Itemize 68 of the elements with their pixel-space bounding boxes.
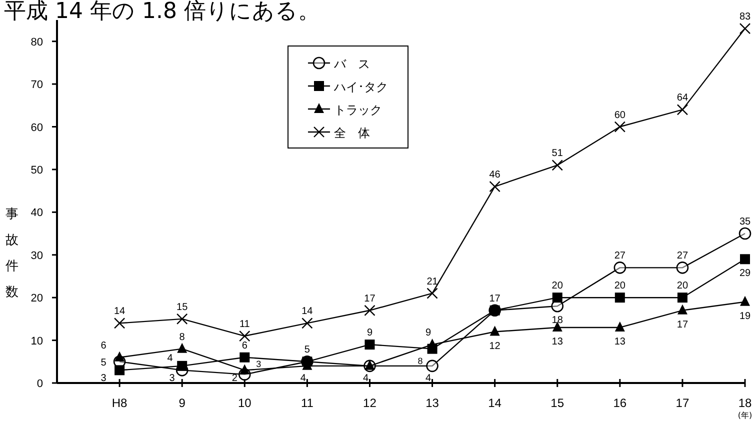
data-label: 14 [302,306,314,318]
y-tick-label: 50 [30,164,43,176]
data-label: 6 [100,340,107,352]
data-label: 20 [614,280,626,292]
data-label: 64 [676,92,688,104]
x-tick-label: 9 [178,396,186,410]
y-tick-label: 80 [30,36,43,48]
y-tick-label: 70 [30,79,43,92]
data-label: 3 [100,373,107,384]
data-label: 15 [176,302,188,313]
legend-label: 全 体 [334,126,370,140]
data-label: 3 [256,359,262,370]
data-label: 51 [552,148,564,160]
data-label: 13 [552,336,564,348]
x-tick-label: 14 [488,396,502,410]
data-label: 19 [739,310,751,322]
data-label: 2 [232,373,238,384]
y-tick-label: 0 [36,378,43,390]
data-label: 20 [676,280,688,292]
data-label: 8 [418,356,423,366]
x-tick-label: 18 [738,396,752,410]
data-label: 13 [614,336,626,348]
data-label: 17 [676,319,688,330]
data-label: 60 [614,110,626,121]
data-label: 5 [304,344,310,356]
x-tick-label: 16 [613,396,627,410]
data-label: 27 [614,250,626,262]
data-label: 46 [489,170,501,181]
data-label: 4 [167,352,174,364]
data-label: 17 [364,293,376,304]
data-label: 6 [242,340,248,352]
x-tick-label: 15 [550,396,564,410]
data-label: 12 [489,340,501,352]
data-label: 21 [426,276,438,288]
data-label: 83 [739,12,751,23]
x-tick-label: H8 [112,396,128,410]
data-label: 8 [179,332,186,343]
y-tick-label: 60 [30,122,43,134]
x-tick-label: 11 [300,396,314,410]
data-label: 20 [552,280,564,292]
legend-label: バ ス [333,57,370,71]
data-label: 14 [114,306,126,318]
data-label: 3 [169,373,176,384]
data-label: 11 [239,319,250,330]
x-tick-label: 17 [676,396,690,410]
data-label: 27 [676,250,688,262]
data-label: 29 [739,268,751,280]
legend-label: トラック [334,103,382,117]
data-label: 18 [552,315,564,326]
data-label: 17 [489,293,501,304]
data-label: 35 [739,216,751,228]
y-tick-label: 40 [30,207,43,220]
data-label: 9 [366,328,373,339]
y-axis-title: 事故件数 [6,207,18,300]
x-tick-label: 12 [363,396,377,410]
data-label: 4 [362,373,369,384]
data-label: 4 [425,373,432,384]
x-tick-label: 10 [238,396,252,410]
x-tick-label: 13 [426,396,440,410]
chart-title: 平成 14 年の 1.8 倍りにある。 [4,0,320,24]
legend-label: ハイ･タク [333,80,388,94]
data-label: 9 [425,328,432,339]
data-label: 5 [100,358,107,369]
y-tick-label: 20 [30,292,43,305]
data-label: 4 [300,373,306,384]
y-tick-label: 10 [30,335,43,348]
text: (年) [738,411,752,420]
y-tick-label: 30 [30,250,43,262]
